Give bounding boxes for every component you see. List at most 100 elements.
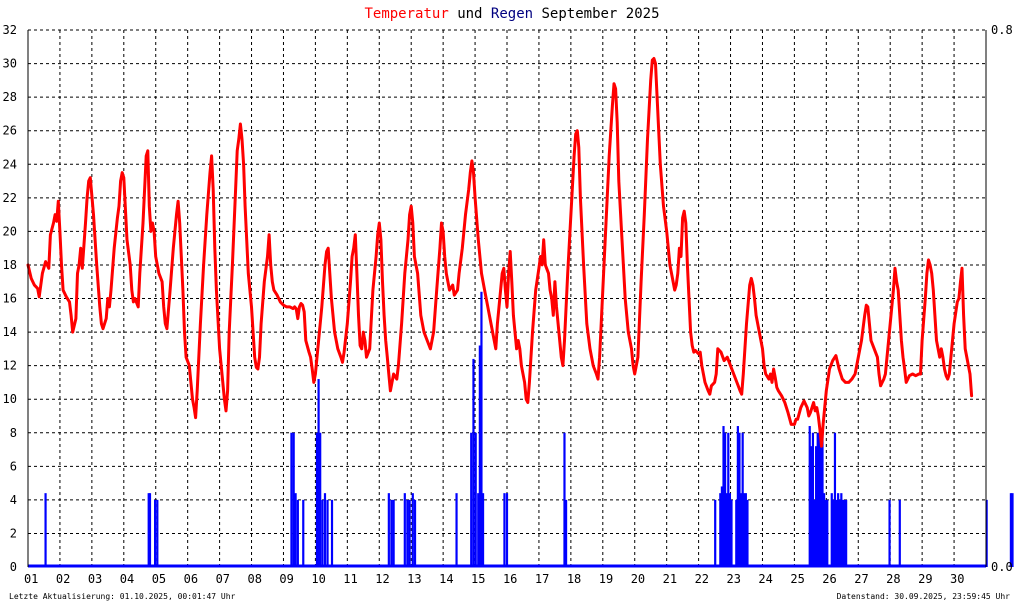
rain-series bbox=[28, 291, 1014, 568]
rain-bar bbox=[832, 499, 835, 567]
rain-bar bbox=[739, 493, 743, 567]
y-left-tick-label: 10 bbox=[3, 392, 17, 406]
x-tick-label: 02 bbox=[56, 572, 70, 586]
x-tick-label: 24 bbox=[758, 572, 772, 586]
rain-bar bbox=[819, 432, 823, 567]
rain-bar bbox=[840, 493, 843, 567]
rain-bar bbox=[290, 432, 293, 567]
y-left-tick-label: 28 bbox=[3, 90, 17, 104]
rain-bar bbox=[413, 499, 417, 567]
rain-bar bbox=[808, 426, 811, 567]
rain-bar bbox=[898, 499, 901, 567]
x-tick-label: 04 bbox=[120, 572, 134, 586]
rain-bar bbox=[1009, 493, 1013, 567]
y-left-tick-label: 0 bbox=[10, 560, 17, 574]
rain-bar bbox=[477, 493, 480, 567]
rain-bar bbox=[714, 499, 717, 567]
y-left-tick-label: 22 bbox=[3, 191, 17, 205]
rain-bar bbox=[408, 499, 411, 567]
rain-bar bbox=[296, 499, 299, 567]
x-tick-label: 07 bbox=[216, 572, 230, 586]
y-left-tick-label: 16 bbox=[3, 292, 17, 306]
rain-bar bbox=[743, 493, 746, 567]
y-left-tick-label: 8 bbox=[10, 426, 17, 440]
rain-bar bbox=[563, 432, 566, 567]
x-tick-label: 08 bbox=[248, 572, 262, 586]
y-left-tick-label: 14 bbox=[3, 325, 17, 339]
rain-bar bbox=[826, 499, 829, 567]
rain-bar bbox=[738, 432, 741, 567]
x-tick-label: 17 bbox=[535, 572, 549, 586]
y-right-tick-label: 0.0 bbox=[991, 560, 1013, 574]
rain-bar bbox=[403, 493, 406, 567]
rain-bar bbox=[824, 499, 827, 567]
rain-bar bbox=[505, 493, 509, 567]
rain-bar bbox=[411, 493, 414, 567]
rain-bar bbox=[728, 493, 731, 567]
y-left-tick-label: 30 bbox=[3, 57, 17, 71]
rain-bar bbox=[292, 432, 295, 567]
rain-bar bbox=[153, 499, 157, 567]
x-tick-label: 20 bbox=[631, 572, 645, 586]
rain-bar bbox=[406, 499, 409, 567]
data-status-text: Datenstand: 30.09.2025, 23:59:45 Uhr bbox=[836, 592, 1010, 601]
x-tick-label: 27 bbox=[854, 572, 868, 586]
rain-bar bbox=[821, 432, 824, 567]
rain-bar bbox=[841, 499, 845, 567]
x-tick-label: 06 bbox=[184, 572, 198, 586]
x-tick-label: 22 bbox=[695, 572, 709, 586]
rain-bar bbox=[294, 493, 297, 567]
x-tick-label: 09 bbox=[279, 572, 293, 586]
temperature-series bbox=[26, 57, 974, 448]
rain-bar bbox=[719, 493, 722, 567]
x-tick-label: 10 bbox=[311, 572, 325, 586]
title-month-word: September 2025 bbox=[533, 6, 659, 22]
rain-bar bbox=[474, 432, 477, 567]
rain-bar bbox=[317, 379, 320, 567]
rain-bar bbox=[302, 499, 305, 567]
x-tick-label: 25 bbox=[790, 572, 804, 586]
x-tick-label: 14 bbox=[439, 572, 453, 586]
rain-bar bbox=[1011, 493, 1014, 567]
rain-bar bbox=[835, 499, 838, 567]
rain-bar bbox=[480, 291, 483, 567]
rain-bar bbox=[833, 432, 837, 567]
x-tick-label: 26 bbox=[822, 572, 836, 586]
rain-bar bbox=[330, 499, 334, 567]
y-left-tick-label: 24 bbox=[3, 157, 17, 171]
x-tick-label: 13 bbox=[407, 572, 421, 586]
rain-bar bbox=[813, 499, 816, 567]
x-tick-label: 28 bbox=[886, 572, 900, 586]
rain-bar bbox=[837, 493, 840, 567]
x-tick-label: 19 bbox=[599, 572, 613, 586]
rain-bar bbox=[156, 499, 159, 567]
rain-bar bbox=[387, 493, 390, 567]
title-temperature-word: Temperatur bbox=[364, 6, 448, 22]
title-und-word: und bbox=[449, 6, 491, 22]
rain-bar bbox=[470, 432, 473, 567]
rain-bar bbox=[815, 446, 818, 567]
rain-bar bbox=[730, 499, 733, 567]
x-tick-label: 11 bbox=[343, 572, 357, 586]
rain-bar bbox=[326, 499, 329, 567]
y-left-tick-label: 4 bbox=[10, 493, 17, 507]
y-left-tick-label: 20 bbox=[3, 224, 17, 238]
last-update-text: Letzte Aktualisierung: 01.10.2025, 00:01… bbox=[9, 592, 236, 601]
rain-bar bbox=[810, 446, 813, 567]
x-tick-label: 15 bbox=[471, 572, 485, 586]
rain-bar bbox=[888, 499, 891, 567]
rain-bar bbox=[985, 499, 988, 567]
rain-bar bbox=[724, 432, 727, 567]
rain-bar bbox=[830, 493, 833, 567]
x-tick-label: 16 bbox=[503, 572, 517, 586]
y-left-tick-label: 26 bbox=[3, 124, 17, 138]
rain-bar bbox=[725, 493, 728, 567]
title-rain-word: Regen bbox=[491, 6, 533, 22]
x-tick-label: 18 bbox=[567, 572, 581, 586]
rain-bar bbox=[503, 493, 506, 567]
x-tick-label: 23 bbox=[727, 572, 741, 586]
rain-bar bbox=[481, 493, 485, 567]
rain-bar bbox=[735, 499, 738, 567]
rain-bar bbox=[816, 432, 819, 567]
